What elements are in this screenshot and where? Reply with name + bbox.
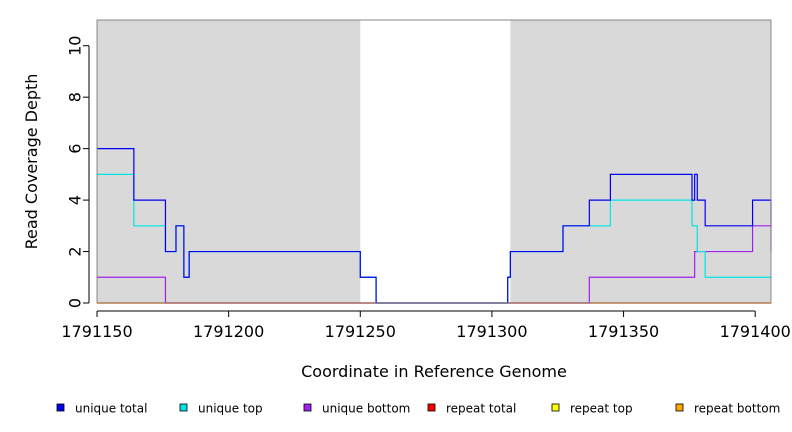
legend-label-unique-total: unique total — [75, 402, 147, 416]
x-tick-label: 1791350 — [588, 322, 659, 341]
legend-label-unique-bottom: unique bottom — [322, 402, 410, 416]
shaded-regions — [97, 20, 771, 303]
legend-label-repeat-top: repeat top — [570, 402, 633, 416]
y-tick-label: 8 — [66, 92, 85, 102]
legend-label-repeat-total: repeat total — [446, 402, 516, 416]
y-axis-title: Read Coverage Depth — [22, 74, 41, 250]
plot-frame — [96, 19, 772, 304]
legend-label-unique-top: unique top — [198, 402, 263, 416]
legend-swatch-unique-bottom — [303, 403, 312, 412]
x-tick-label: 1791300 — [456, 322, 527, 341]
legend-swatch-repeat-top — [551, 403, 560, 412]
legend-swatch-repeat-bottom — [675, 403, 684, 412]
y-tick-label: 0 — [66, 298, 85, 308]
legend-swatch-unique-top — [179, 403, 188, 412]
y-tick-label: 6 — [66, 144, 85, 154]
shaded-region-0 — [97, 20, 361, 303]
x-axis-title: Coordinate in Reference Genome — [301, 362, 567, 381]
x-tick-label: 1791250 — [325, 322, 396, 341]
x-tick-label: 1791200 — [193, 322, 264, 341]
x-tick-label: 1791150 — [61, 322, 132, 341]
shaded-region-1 — [510, 20, 771, 303]
series-line-unique-total — [97, 148, 772, 304]
legend-swatch-repeat-total — [427, 403, 436, 412]
y-axis: 0 2 4 6 8 10 — [66, 36, 90, 308]
y-tick-label: 10 — [66, 36, 85, 56]
legend-swatch-unique-total — [56, 403, 65, 412]
x-tick-label: 1791400 — [720, 322, 791, 341]
y-tick-label: 4 — [66, 195, 85, 205]
x-axis: 1791150 1791200 1791250 1791300 1791350 17914… — [61, 310, 791, 341]
legend-label-repeat-bottom: repeat bottom — [694, 402, 780, 416]
series-line-unique-bottom — [97, 225, 772, 304]
y-tick-label: 2 — [66, 246, 85, 256]
legend: unique total unique top unique bottom repea… — [56, 402, 780, 416]
